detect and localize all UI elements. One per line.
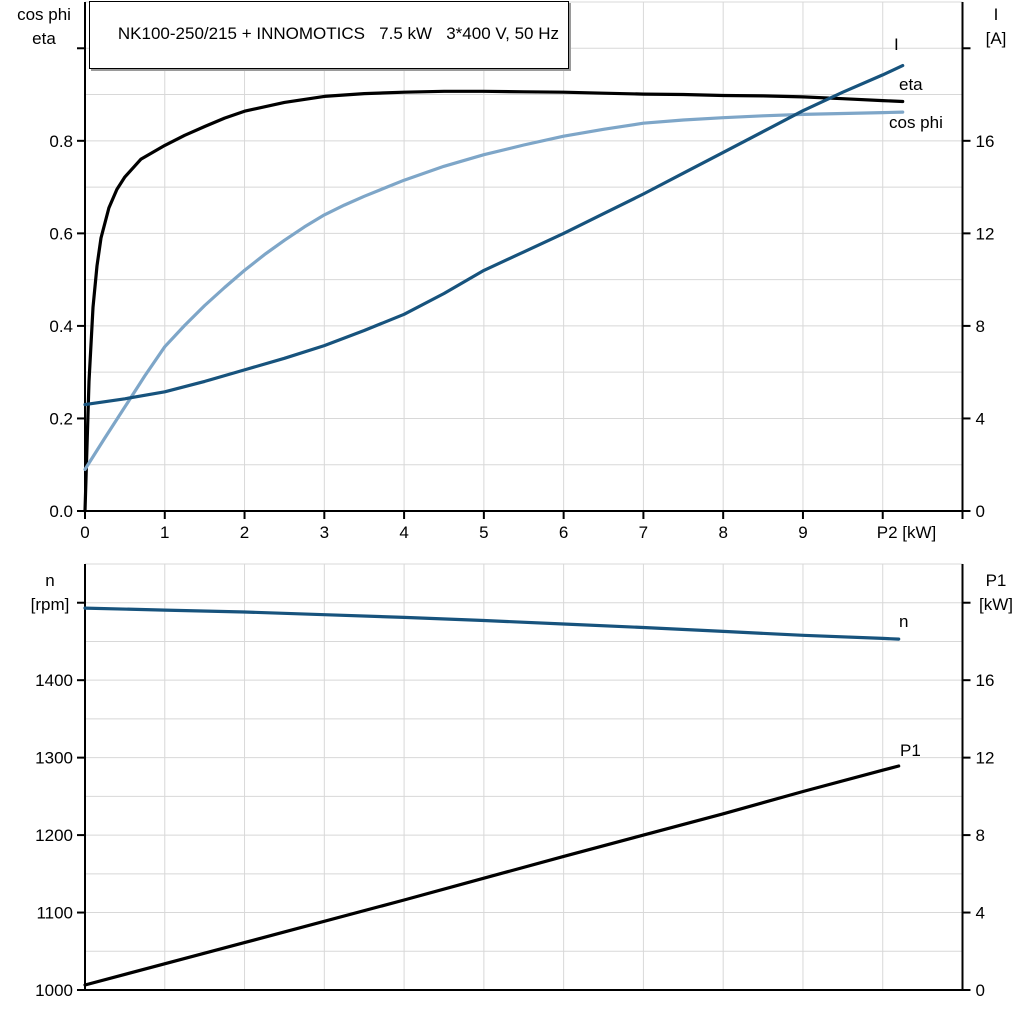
series-label-eta: eta — [899, 75, 923, 94]
x-axis-tick-label: 0 — [80, 523, 89, 542]
x-axis-tick-label: 7 — [639, 523, 648, 542]
x-axis-tick-label: 9 — [798, 523, 807, 542]
series-label-P1: P1 — [900, 741, 921, 760]
series-label-n: n — [899, 612, 908, 631]
left-axis-tick-label: 0.2 — [49, 409, 73, 428]
series-line-P1 — [83, 764, 901, 987]
right-axis-tick-label: 16 — [976, 132, 995, 151]
right-axis-title: [kW] — [979, 595, 1013, 614]
x-axis-unit-label: P2 [kW] — [877, 523, 937, 542]
x-axis-tick-label: 6 — [559, 523, 568, 542]
right-axis-tick-label: 12 — [976, 224, 995, 243]
right-axis-tick-label: 0 — [976, 502, 985, 521]
right-axis-tick-label: 16 — [976, 671, 995, 690]
x-axis-tick-label: 4 — [399, 523, 408, 542]
right-axis-tick-label: 0 — [976, 981, 985, 1000]
gridlines — [85, 2, 963, 511]
x-axis-tick-label: 2 — [240, 523, 249, 542]
left-axis-tick-label: 1100 — [36, 904, 73, 923]
right-axis-tick-label: 4 — [976, 904, 985, 923]
left-axis-tick-label: 0.6 — [49, 224, 73, 243]
left-axis-tick-label: 0.0 — [49, 502, 73, 521]
left-axis-tick-label: 1200 — [35, 826, 73, 845]
left-axis-tick-label: 1000 — [35, 981, 73, 1000]
right-axis-tick-label: 8 — [976, 317, 985, 336]
chart-title-box: NK100-250/215 + INNOMOTICS 7.5 kW 3*400 … — [89, 1, 570, 69]
left-axis-tick-label: 0.8 — [49, 132, 73, 151]
x-axis-tick-label: 8 — [718, 523, 727, 542]
right-axis-tick-label: 8 — [976, 826, 985, 845]
series-label-cos-phi: cos phi — [889, 113, 943, 132]
x-axis-tick-label: 5 — [479, 523, 488, 542]
x-axis-tick-label: 1 — [160, 523, 169, 542]
left-axis-title: n — [45, 571, 54, 590]
chart-title: NK100-250/215 + INNOMOTICS 7.5 kW 3*400 … — [117, 24, 560, 43]
left-axis-tick-label: 1300 — [35, 749, 73, 768]
left-axis-title: [rpm] — [31, 595, 70, 614]
left-axis-tick-label: 0.4 — [49, 317, 73, 336]
right-axis-title: I — [994, 5, 999, 24]
series-line-eta — [83, 89, 905, 513]
series-line-n — [83, 606, 901, 641]
gridlines — [85, 564, 963, 990]
x-axis-tick-label: 3 — [320, 523, 329, 542]
right-axis-title: [A] — [986, 29, 1007, 48]
right-axis-title: P1 — [986, 571, 1007, 590]
series-line-cos-phi — [83, 110, 905, 471]
left-axis-tick-label: 1400 — [35, 671, 73, 690]
right-axis-tick-label: 4 — [976, 409, 985, 428]
series-line-I — [83, 63, 905, 407]
left-axis-title: cos phi — [17, 5, 71, 24]
series-label-I: I — [894, 35, 899, 54]
left-axis-title: eta — [32, 29, 56, 48]
right-axis-tick-label: 12 — [976, 749, 995, 768]
